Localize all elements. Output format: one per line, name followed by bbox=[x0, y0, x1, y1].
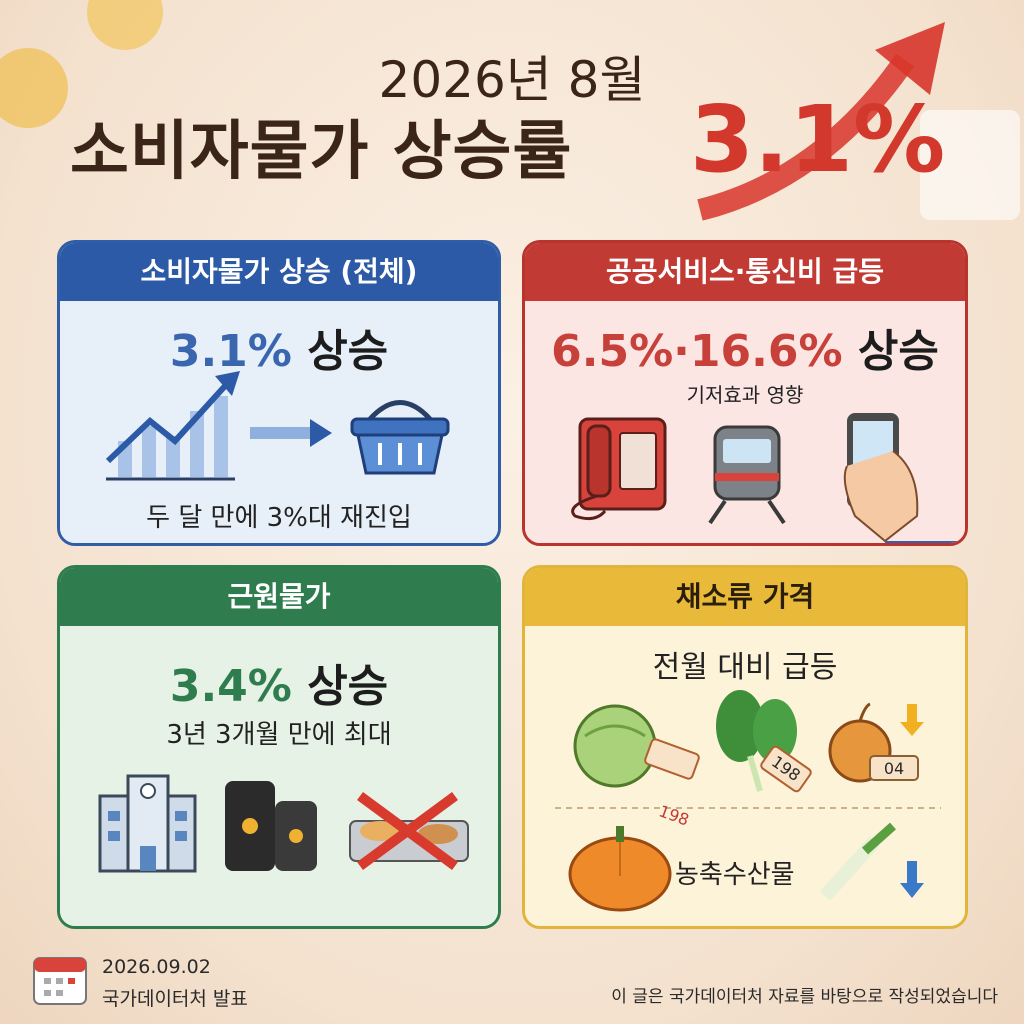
icon-shape bbox=[843, 450, 919, 543]
icon-shape bbox=[214, 396, 228, 477]
icon-shape bbox=[44, 990, 51, 996]
icons bbox=[105, 371, 450, 481]
headline-suffix: 상승 bbox=[857, 326, 939, 377]
caption: 두 달 만에 3%대 재진입 bbox=[146, 503, 412, 533]
icon-shape bbox=[368, 400, 432, 421]
icon-shape bbox=[760, 745, 812, 793]
caption: 전월 대비 급등 bbox=[652, 650, 838, 685]
icon-shape bbox=[616, 826, 624, 842]
icon-shape bbox=[571, 494, 607, 521]
icon-shape bbox=[166, 436, 180, 477]
icon-shape bbox=[175, 811, 187, 821]
icon-shape bbox=[289, 829, 303, 843]
icon-shape bbox=[68, 978, 75, 984]
card-core: 근원물가 3.4% 상승 3년 3개월 만에 최대 bbox=[57, 565, 501, 929]
header-decoration bbox=[0, 0, 1020, 221]
icon-shape bbox=[716, 690, 764, 762]
title: 소비자물가 상승률 bbox=[70, 115, 573, 189]
icons bbox=[571, 413, 965, 543]
footer-note: 이 글은 국가데이터처 자료를 바탕으로 작성되었습니다 bbox=[611, 987, 998, 1007]
icon-shape bbox=[310, 419, 332, 447]
icon-shape bbox=[869, 755, 919, 781]
icon-shape bbox=[0, 48, 68, 128]
price-tag: 04 bbox=[883, 759, 905, 778]
icon-shape bbox=[108, 811, 120, 821]
icons bbox=[555, 690, 941, 912]
card-public-service: 공공서비스·통신비 급등 6.5%·16.6% 상승 기저효과 영향 bbox=[522, 240, 968, 546]
icon-shape bbox=[140, 783, 156, 799]
icon-shape bbox=[142, 426, 156, 477]
card-body: 전월 대비 급등 198 198 04 농축수산물 bbox=[525, 626, 965, 926]
caption: 기저효과 영향 bbox=[686, 383, 804, 407]
icon-shape bbox=[900, 722, 924, 736]
footer-source: 국가데이터처 발표 bbox=[102, 988, 248, 1010]
icon-shape bbox=[360, 821, 400, 841]
headline-suffix: 상승 bbox=[307, 661, 389, 712]
icon-shape bbox=[140, 846, 156, 871]
icons bbox=[98, 774, 469, 873]
card-cpi: 소비자물가 상승 (전체) 3.1% 상승 두 달 만에 3%대 재진입 bbox=[57, 240, 501, 546]
icon-shape bbox=[907, 704, 917, 722]
icon-shape bbox=[215, 371, 240, 396]
icon-shape bbox=[858, 702, 871, 722]
card-title: 채소류 가격 bbox=[525, 568, 965, 626]
icon-shape bbox=[584, 724, 646, 738]
title-value: 3.1% bbox=[690, 86, 946, 193]
card-body: 3.1% 상승 두 달 만에 3%대 재진입 bbox=[60, 301, 498, 543]
headline-value: 6.5%·16.6% bbox=[551, 326, 843, 377]
icon-shape bbox=[715, 473, 779, 481]
icon-shape bbox=[885, 541, 965, 543]
icon-shape bbox=[350, 417, 450, 437]
icon-shape bbox=[723, 439, 771, 463]
icon-shape bbox=[87, 0, 163, 50]
icon-shape bbox=[747, 755, 763, 792]
icon-shape bbox=[573, 704, 657, 788]
icon-shape bbox=[56, 978, 63, 984]
icon-shape bbox=[644, 738, 700, 780]
icon-shape bbox=[250, 427, 310, 439]
icon-shape bbox=[753, 699, 797, 763]
headline: 3.1% 상승 bbox=[60, 315, 498, 379]
icon-shape bbox=[900, 883, 924, 898]
caption: 3년 3개월 만에 최대 bbox=[166, 720, 392, 750]
label: 농축수산물 bbox=[675, 860, 795, 890]
icon-shape bbox=[175, 831, 187, 841]
icon-shape bbox=[619, 432, 657, 490]
card-body: 3.4% 상승 3년 3개월 만에 최대 bbox=[60, 626, 498, 926]
icon-shape bbox=[697, 53, 915, 221]
year-month: 2026년 8월 bbox=[378, 51, 646, 109]
card-title: 공공서비스·통신비 급등 bbox=[525, 243, 965, 301]
icon-shape bbox=[907, 861, 917, 883]
footer-date: 2026.09.02 bbox=[102, 956, 211, 978]
icon-shape bbox=[586, 424, 612, 498]
card-vegetables: 채소류 가격 전월 대비 급등 198 198 04 농축수산물 bbox=[522, 565, 968, 929]
icon-shape bbox=[708, 499, 727, 525]
icon-shape bbox=[56, 990, 63, 996]
icon-shape bbox=[242, 818, 258, 834]
icon-shape bbox=[862, 822, 896, 855]
headline: 6.5%·16.6% 상승 bbox=[525, 315, 965, 379]
icon-shape bbox=[44, 978, 51, 984]
headline-value: 3.1% bbox=[169, 326, 292, 377]
card-title: 근원물가 bbox=[60, 568, 498, 626]
headline: 3.4% 상승 bbox=[60, 650, 498, 714]
calendar-icon bbox=[33, 957, 87, 1005]
icon-shape bbox=[767, 499, 786, 525]
icon-shape bbox=[105, 383, 228, 464]
icon-shape bbox=[920, 110, 1020, 220]
icon-shape bbox=[357, 791, 458, 871]
icon-shape bbox=[418, 824, 458, 844]
icon-shape bbox=[34, 958, 86, 972]
headline-value: 3.4% bbox=[169, 661, 292, 712]
icon-shape bbox=[190, 411, 204, 477]
icon-shape bbox=[108, 831, 120, 841]
card-title: 소비자물가 상승 (전체) bbox=[60, 243, 498, 301]
card-body: 6.5%·16.6% 상승 기저효과 영향 bbox=[525, 301, 965, 543]
headline-suffix: 상승 bbox=[307, 326, 389, 377]
icon-shape bbox=[875, 22, 945, 95]
